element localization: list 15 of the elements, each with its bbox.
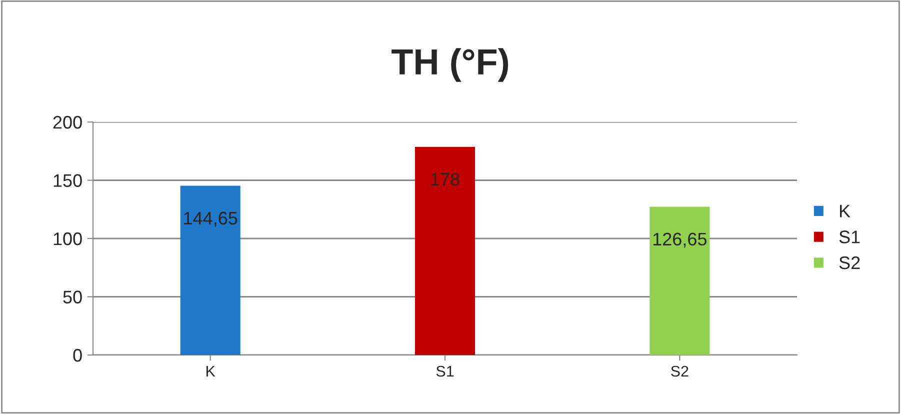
y-tick-label: 150 [54, 174, 82, 187]
legend-label: S1 [839, 230, 860, 244]
y-tick-label: 200 [53, 116, 82, 129]
y-tick-label: 100 [54, 232, 82, 246]
x-tick-label: S1 [436, 366, 454, 377]
legend-label: K [840, 204, 850, 218]
legend-label: S2 [839, 256, 860, 270]
data-label: 144,65 [184, 212, 238, 227]
y-tick-label: 0 [73, 348, 82, 362]
x-tick-label: S2 [671, 366, 688, 377]
y-tick-label: 50 [63, 290, 82, 304]
x-tick-label: K [206, 366, 216, 376]
data-label: 126,65 [653, 232, 707, 248]
chart-title: TH (°F) [392, 48, 508, 82]
data-label: 178 [431, 172, 460, 186]
